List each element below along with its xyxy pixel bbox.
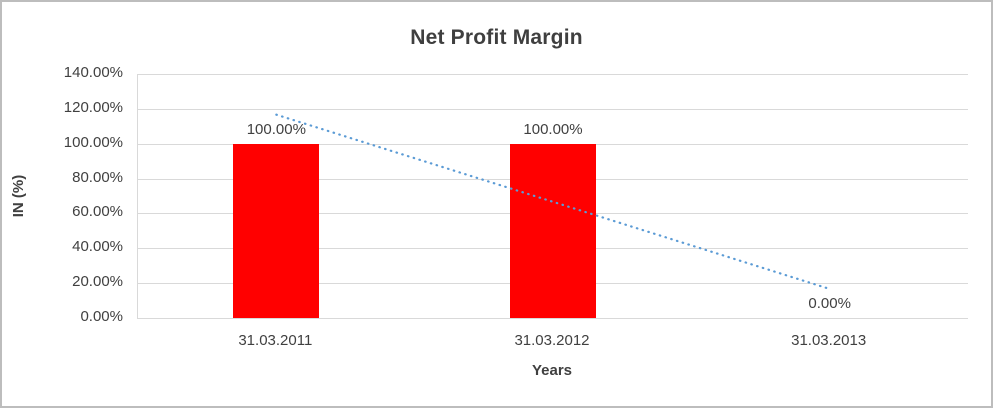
x-tick-label: 31.03.2011: [238, 332, 313, 349]
bar-31.03.2011: [233, 143, 320, 318]
y-tick-label: 120.00%: [63, 98, 123, 116]
y-axis-ticks: 0.00% 20.00% 40.00% 60.00% 80.00% 100.00% 120.…: [2, 2, 123, 406]
gridline: [138, 74, 968, 75]
y-tick-label: 60.00%: [72, 203, 123, 221]
y-tick-label: 0.00%: [80, 308, 123, 325]
plot-area: 100.00% 100.00% 0.00%: [137, 74, 968, 319]
gridline: [138, 318, 968, 319]
y-tick-label: 80.00%: [72, 168, 123, 186]
x-tick-label: 31.03.2013: [791, 332, 867, 349]
y-tick-label: 140.00%: [63, 64, 123, 81]
data-label: 0.00%: [808, 295, 851, 312]
x-axis-title: Years: [531, 362, 573, 379]
chart-title: Net Profit Margin: [410, 26, 583, 49]
x-axis-ticks: 31.03.2011 31.03.2012 31.03.2013: [137, 332, 967, 352]
y-tick-label: 20.00%: [72, 273, 123, 291]
data-label: 100.00%: [523, 120, 583, 138]
y-tick-label: 100.00%: [63, 133, 123, 151]
data-label: 100.00%: [246, 120, 306, 138]
gridline: [138, 108, 968, 110]
bar-31.03.2012: [510, 143, 596, 318]
x-tick-label: 31.03.2012: [514, 332, 590, 349]
y-tick-label: 40.00%: [72, 238, 123, 256]
trendline: [275, 113, 831, 291]
